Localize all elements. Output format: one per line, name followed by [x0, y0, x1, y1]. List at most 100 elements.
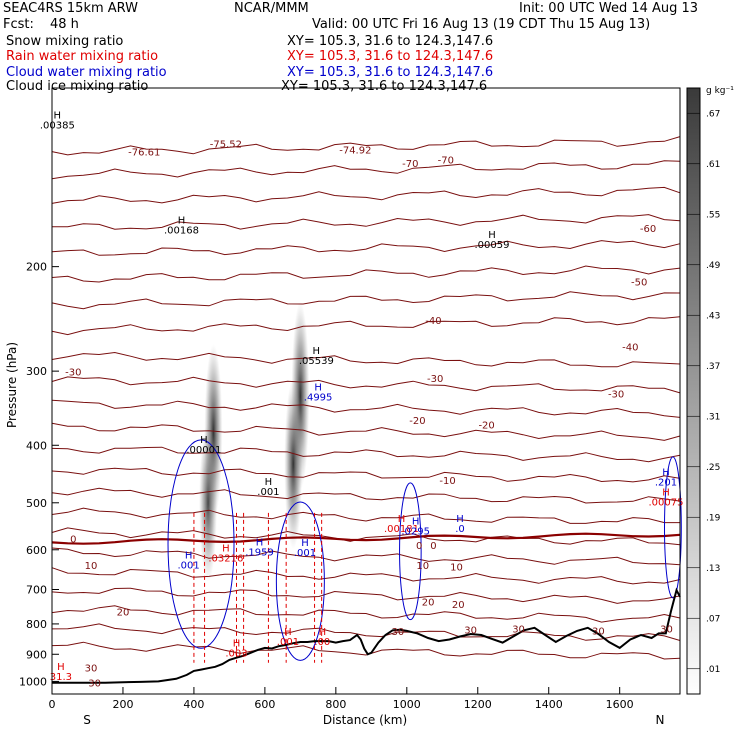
- x-tick-label-5: 1000: [393, 698, 421, 711]
- plot-frame: [51, 87, 681, 695]
- org-label: NCAR/MMM: [234, 1, 309, 16]
- extremum-value-11: .00075: [649, 497, 684, 508]
- isotherm-label-14: -10: [439, 476, 455, 487]
- field-ice-xy: XY= 105.3, 31.6 to 124.3,147.6: [281, 79, 488, 94]
- extremum-marker-10: H: [662, 468, 670, 479]
- y-tick-label-7: 900: [26, 648, 47, 661]
- field-ice-name: Cloud ice mixing ratio: [6, 79, 149, 94]
- extremum-marker-17: H: [233, 639, 241, 650]
- extremum-value-10: .201: [655, 478, 677, 489]
- field-snow-xy: XY= 105.3, 31.6 to 124.3,147.6: [287, 34, 494, 49]
- y-tick-label-6: 800: [26, 618, 47, 631]
- colorbar-tick-label-6: .37: [706, 362, 720, 372]
- extremum-value-5: .00001: [186, 445, 221, 456]
- isotherm-label-3: -70: [402, 159, 418, 170]
- isotherm-label-21: 20: [422, 598, 435, 609]
- cloud-contour-1: [275, 501, 325, 661]
- cloud-contour-3: [664, 456, 682, 599]
- extremum-marker-19: H: [57, 662, 65, 673]
- field-cloud-name: Cloud water mixing ratio: [6, 65, 167, 80]
- extremum-value-16: .001: [277, 637, 299, 648]
- isotherm-1: [51, 160, 681, 180]
- extremum-marker-12: H: [256, 537, 264, 548]
- y-tick-label-3: 500: [26, 497, 47, 510]
- x-tick-label-2: 400: [183, 698, 204, 711]
- extremum-value-13: .001: [294, 548, 316, 559]
- isotherm-label-0: -76.61: [128, 148, 160, 159]
- x-tick-label-6: 1200: [464, 698, 492, 711]
- extremum-value-4: .4995: [304, 392, 333, 403]
- model-title: SEAC4RS 15km ARW: [3, 1, 139, 16]
- colorbar-tick-label-10: .61: [706, 160, 720, 170]
- freezing-line: [51, 532, 681, 545]
- extremum-value-12: .1959: [245, 547, 274, 558]
- isotherm-label-5: -60: [640, 224, 656, 235]
- isotherm-label-20: 10: [450, 562, 463, 573]
- colorbar-tick-label-3: .19: [706, 513, 721, 523]
- isotherm-4: [51, 240, 681, 256]
- extremum-value-7: .00181: [384, 524, 419, 535]
- isotherm-label-11: -30: [608, 389, 624, 400]
- extremum-marker-16: H: [284, 627, 292, 638]
- colorbar-tick-label-8: .49: [706, 261, 721, 271]
- isotherm-6: [51, 291, 681, 310]
- isotherm-13: [51, 467, 681, 483]
- isotherm-22: [51, 641, 681, 660]
- extremum-marker-6: H: [265, 477, 273, 488]
- extremum-value-1: .00168: [164, 226, 199, 237]
- isotherm-label-19: 10: [416, 561, 429, 572]
- x-tick-label-8: 1600: [606, 698, 634, 711]
- isotherm-2: [51, 186, 681, 204]
- isotherm-label-22: 20: [452, 600, 465, 611]
- extremum-marker-2: H: [488, 230, 496, 241]
- terrain-line: [52, 587, 681, 684]
- init-time: Init: 00 UTC Wed 14 Aug 13: [519, 1, 699, 16]
- extremum-marker-18: H: [319, 627, 327, 638]
- extremum-marker-15: H: [222, 544, 230, 555]
- x-tick-label-7: 1400: [535, 698, 563, 711]
- isotherm-label-7: -40: [425, 316, 441, 327]
- extremum-marker-9: H: [456, 514, 464, 525]
- y-tick-label-2: 400: [26, 439, 47, 452]
- extremum-marker-5: H: [200, 435, 208, 446]
- isotherm-label-25: 30: [464, 625, 477, 636]
- isotherm-18: [51, 567, 681, 585]
- isotherm-label-15: 0: [70, 534, 76, 545]
- field-cloud-xy: XY= 105.3, 31.6 to 124.3,147.6: [287, 65, 494, 80]
- isotherm-label-27: 30: [592, 626, 605, 637]
- colorbar-ticks: .01 .07 .13 .19 .25 .31 .37 .43 .49 .55 .61 .67: [687, 109, 721, 675]
- isotherm-label-28: 30: [660, 624, 673, 635]
- isotherm-8: [51, 351, 681, 368]
- isotherm-label-26: 30: [512, 624, 525, 635]
- colorbar-tick-label-7: .43: [706, 311, 720, 321]
- isotherm-label-29: 30: [85, 663, 98, 674]
- colorbar-tick-label-11: .67: [706, 109, 720, 119]
- isotherm-17: [51, 547, 681, 566]
- cloud-contour-2: [399, 482, 422, 621]
- isotherm-11: [51, 422, 681, 441]
- x-tick-label-1: 200: [112, 698, 133, 711]
- colorbar-tick-label-1: .07: [706, 614, 720, 624]
- isotherm-label-2: -74.92: [339, 146, 371, 157]
- extremum-marker-8: H: [412, 516, 420, 527]
- extremum-value-2: .00059: [474, 240, 509, 251]
- extremum-value-6: .001: [257, 487, 279, 498]
- colorbar-unit: g kg⁻¹: [706, 86, 734, 96]
- isotherm-label-6: -50: [631, 277, 647, 288]
- isotherm-3: [52, 214, 681, 230]
- extremum-marker-11: H: [662, 487, 670, 498]
- extremum-marker-7: H: [398, 514, 406, 525]
- isotherm-label-13: -20: [478, 421, 494, 432]
- x-axis-label: Distance (km): [323, 713, 407, 727]
- extremum-marker-14: H: [185, 550, 193, 561]
- field-rain-xy: XY= 105.3, 31.6 to 124.3,147.6: [287, 49, 494, 64]
- extremum-marker-0: H: [54, 110, 62, 121]
- isotherm-label-1: -75.52: [210, 140, 242, 151]
- field-rain-name: Rain water mixing ratio: [6, 49, 159, 64]
- extremum-marker-13: H: [301, 538, 309, 549]
- extremum-value-19: 31.3: [50, 672, 72, 683]
- fcst-label: Fcst:: [3, 17, 34, 32]
- isotherm-0: [51, 136, 681, 156]
- extremum-value-9: .0: [455, 524, 465, 535]
